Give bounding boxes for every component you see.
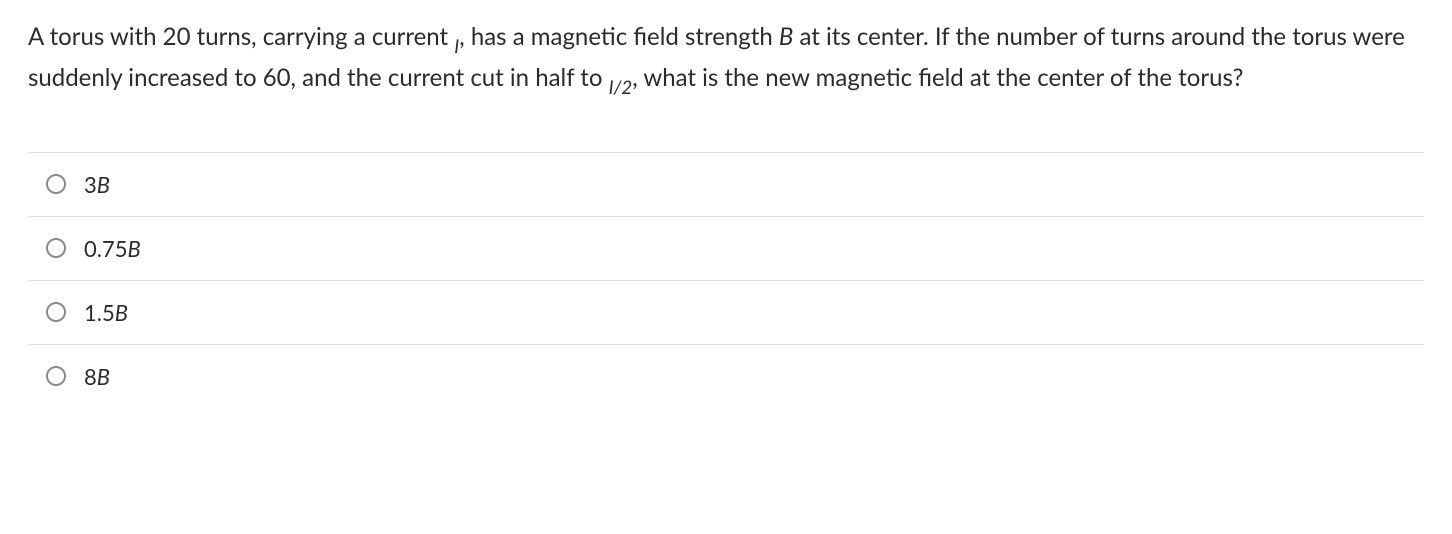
question-text: A torus with 20 turns, carrying a curren… xyxy=(28,18,1424,100)
option-row[interactable]: 3B xyxy=(28,152,1424,216)
radio-icon[interactable] xyxy=(46,366,66,386)
option-prefix: 1.5 xyxy=(84,299,115,326)
option-label: 3B xyxy=(84,171,110,198)
radio-icon[interactable] xyxy=(46,238,66,258)
option-row[interactable]: 8B xyxy=(28,344,1424,408)
option-var: B xyxy=(115,299,128,326)
question-part4: , what is the new magnetic field at the … xyxy=(632,63,1243,92)
option-row[interactable]: 1.5B xyxy=(28,280,1424,344)
question-part1: A torus with 20 turns, carrying a curren… xyxy=(28,22,454,51)
question-sub2: I/2 xyxy=(609,76,633,98)
radio-icon[interactable] xyxy=(46,174,66,194)
option-var: B xyxy=(97,171,110,198)
question-part2: , has a magnetic field strength xyxy=(459,22,779,51)
option-prefix: 0.75 xyxy=(84,235,127,262)
option-prefix: 8 xyxy=(84,363,97,390)
option-prefix: 3 xyxy=(84,171,97,198)
options-list: 3B 0.75B 1.5B 8B xyxy=(28,152,1424,408)
option-var: B xyxy=(97,363,110,390)
question-sub1: I xyxy=(454,35,459,57)
radio-icon[interactable] xyxy=(46,302,66,322)
option-row[interactable]: 0.75B xyxy=(28,216,1424,280)
question-bvar1: B xyxy=(779,22,793,51)
option-label: 1.5B xyxy=(84,299,128,326)
option-label: 8B xyxy=(84,363,110,390)
option-var: B xyxy=(127,235,140,262)
option-label: 0.75B xyxy=(84,235,141,262)
